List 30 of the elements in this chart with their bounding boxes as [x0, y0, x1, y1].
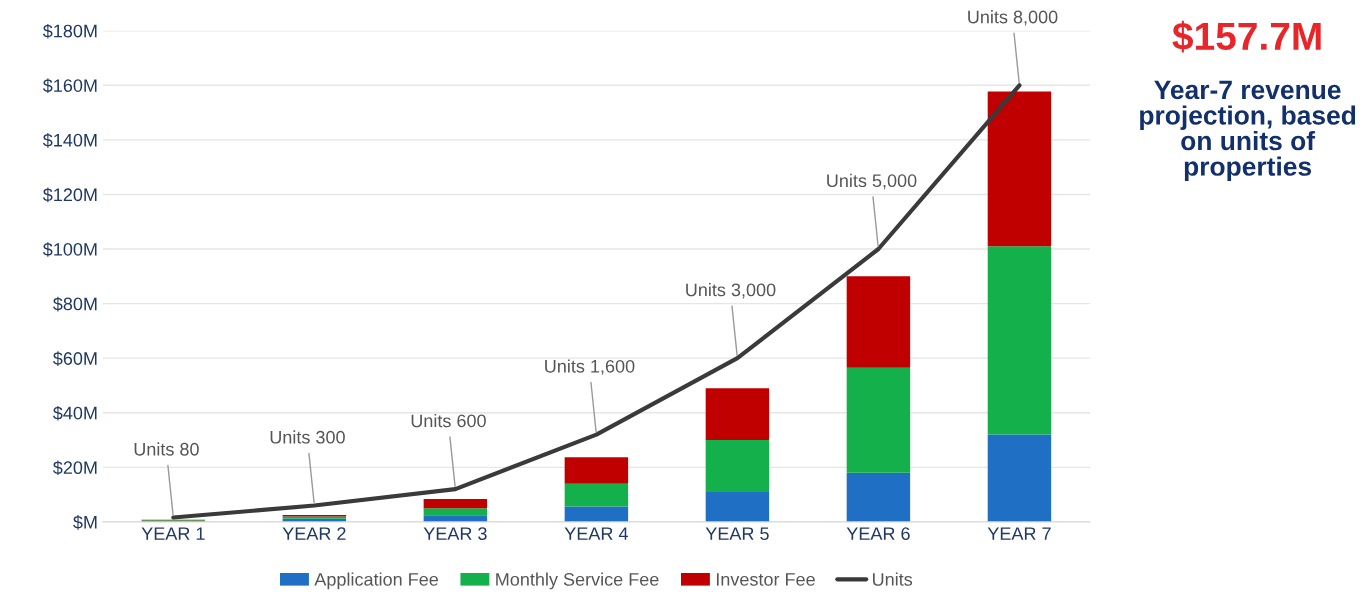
data-label: Units 5,000: [827, 173, 917, 190]
text: $157.7M: [1172, 20, 1321, 53]
x-tick-label: YEAR 3: [423, 527, 487, 541]
data-label: Units 80: [134, 442, 199, 456]
y-tick-label: $140M: [42, 133, 97, 148]
y-tick-label: $20M: [53, 460, 97, 476]
x-tick-label: YEAR 6: [846, 527, 910, 541]
x-tick-label: YEAR 5: [705, 527, 769, 541]
data-label: Units 3,000: [686, 283, 776, 299]
legend-label: Monthly Service Fee: [496, 572, 659, 590]
x-tick-label: YEAR 4: [564, 527, 628, 540]
y-tick-label: $60M: [53, 351, 97, 366]
x-tick-label: YEAR 7: [987, 527, 1051, 540]
y-tick-label: $160M: [42, 78, 97, 94]
x-tick-label: YEAR 1: [141, 527, 205, 540]
data-label: Units 8,000: [968, 10, 1058, 26]
y-tick-label: $40M: [53, 405, 97, 421]
y-tick-label: $M: [73, 515, 97, 530]
data-label: Units 1,600: [545, 359, 635, 375]
y-tick-label: $180M: [42, 23, 97, 39]
x-tick-label: YEAR 2: [282, 527, 346, 540]
data-label: Units 300: [270, 430, 345, 444]
text: Year-7 revenue projection, based on units of properties: [1140, 80, 1356, 182]
y-tick-label: $120M: [42, 187, 97, 203]
y-tick-label: $100M: [42, 242, 97, 257]
data-label: Units 600: [411, 413, 486, 428]
y-tick-label: $80M: [53, 296, 97, 312]
legend-label: Investor Fee: [716, 573, 815, 586]
legend-label: Units: [873, 572, 913, 586]
legend-label: Application Fee: [314, 572, 438, 590]
